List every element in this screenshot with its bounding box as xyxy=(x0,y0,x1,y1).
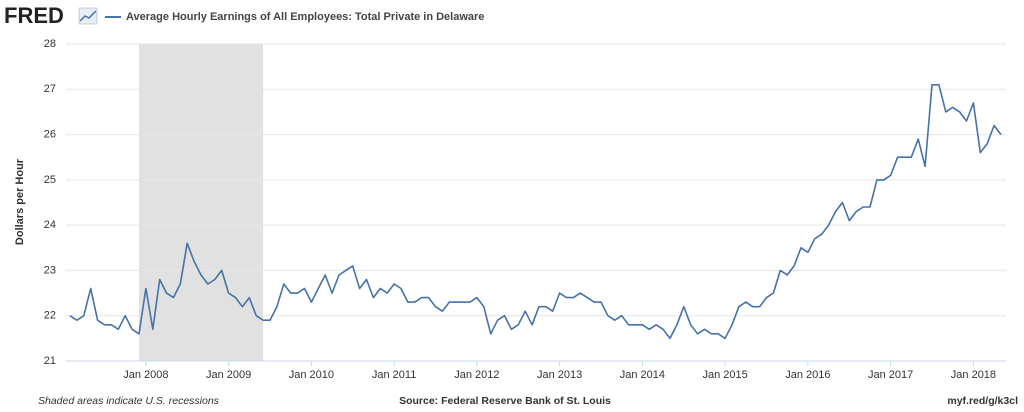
x-tick-label: Jan 2011 xyxy=(372,369,416,381)
y-tick-label: 28 xyxy=(44,38,56,50)
y-tick-label: 23 xyxy=(44,264,56,276)
brand-logo: FRED xyxy=(4,3,64,28)
recession-band xyxy=(138,44,264,361)
x-tick-label: Jan 2010 xyxy=(289,369,334,381)
y-tick-label: 27 xyxy=(44,83,56,95)
x-tick-label: Jan 2018 xyxy=(951,369,996,381)
x-tick-label: Jan 2013 xyxy=(537,369,582,381)
footer-note: Shaded areas indicate U.S. recessions xyxy=(38,395,220,407)
y-tick-label: 26 xyxy=(44,128,56,140)
x-tick-label: Jan 2009 xyxy=(206,369,251,381)
y-tick-label: 22 xyxy=(44,310,56,322)
footer-source: Source: Federal Reserve Bank of St. Loui… xyxy=(399,395,611,407)
footer-link: myf.red/g/k3cl xyxy=(947,395,1018,407)
x-tick-label: Jan 2008 xyxy=(123,369,168,381)
x-tick-label: Jan 2012 xyxy=(454,369,499,381)
y-tick-label: 25 xyxy=(44,174,56,186)
y-axis-label: Dollars per Hour xyxy=(14,158,26,245)
x-tick-label: Jan 2017 xyxy=(868,369,913,381)
x-tick-label: Jan 2016 xyxy=(785,369,830,381)
y-tick-label: 21 xyxy=(44,355,56,367)
x-tick-label: Jan 2015 xyxy=(703,369,748,381)
x-tick-label: Jan 2014 xyxy=(620,369,665,381)
series-line xyxy=(69,84,1002,340)
logo-icon xyxy=(78,7,98,25)
y-tick-label: 24 xyxy=(44,219,56,231)
legend-label: Average Hourly Earnings of All Employees… xyxy=(126,11,484,23)
